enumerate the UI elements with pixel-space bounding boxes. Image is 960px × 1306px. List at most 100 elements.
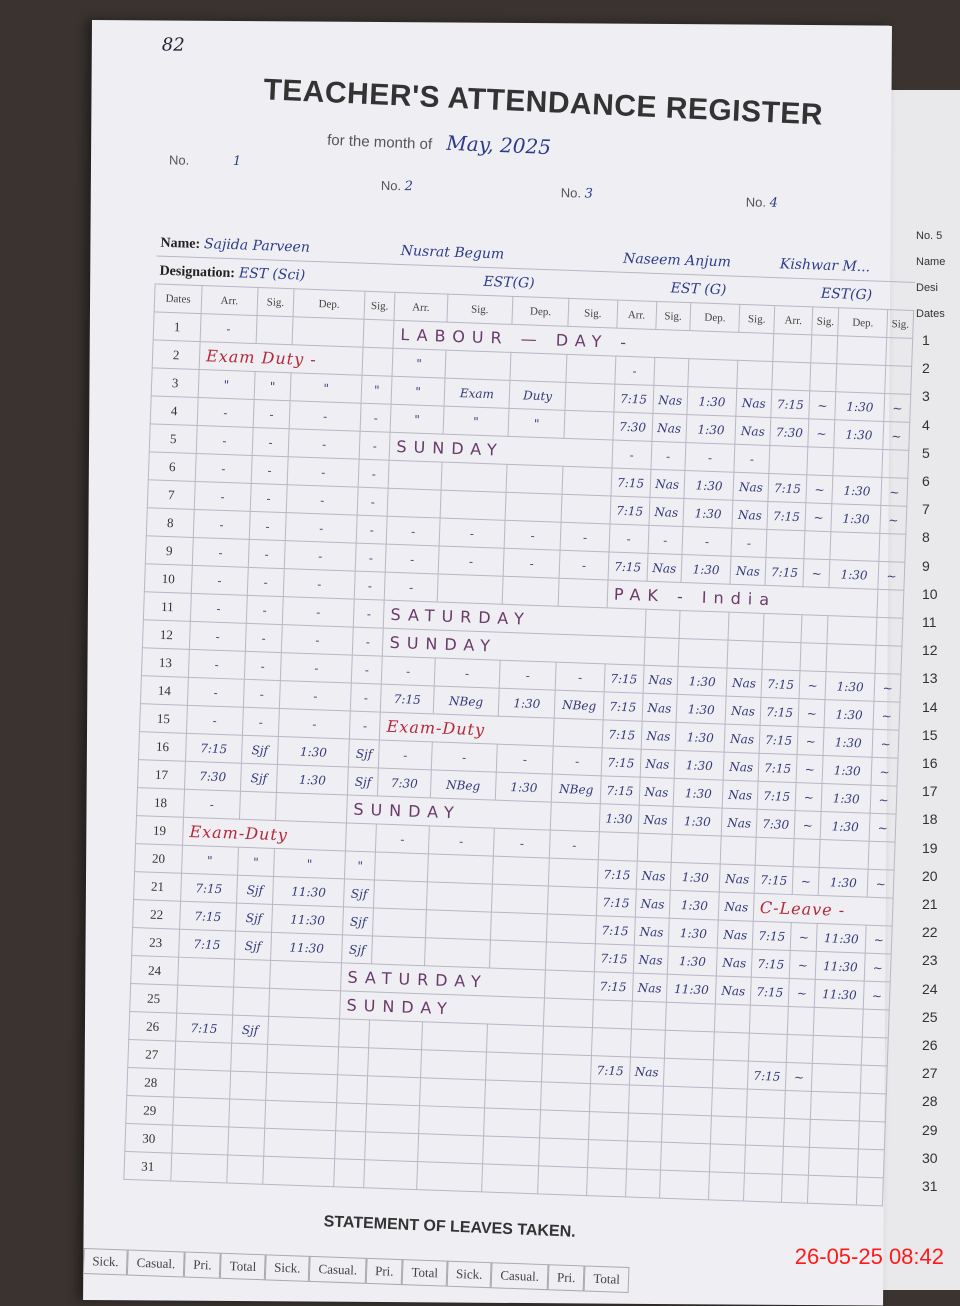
entry-cell: - bbox=[384, 572, 438, 602]
entry-cell: 1:30 bbox=[276, 764, 349, 795]
entry-cell bbox=[333, 1158, 366, 1188]
page-number: 82 bbox=[161, 34, 185, 56]
entry-cell bbox=[230, 1043, 268, 1073]
entry-cell: ~ bbox=[883, 421, 910, 451]
entry-cell: - bbox=[731, 528, 767, 558]
entry-cell bbox=[835, 363, 887, 394]
date-cell: 3 bbox=[151, 367, 200, 398]
date-cell: 26 bbox=[128, 1011, 177, 1042]
column-header: Sig. bbox=[568, 298, 618, 329]
entry-cell bbox=[542, 1025, 593, 1056]
entry-cell bbox=[809, 1119, 860, 1150]
entry-cell bbox=[598, 831, 638, 862]
entry-cell: Nas bbox=[648, 497, 684, 527]
date-cell: 20 bbox=[134, 843, 183, 874]
column-header: Dep. bbox=[293, 288, 365, 320]
next-page-date: 10 bbox=[922, 585, 938, 602]
entry-cell bbox=[643, 637, 680, 667]
entry-cell: - bbox=[375, 824, 429, 854]
entry-cell: " bbox=[391, 376, 445, 407]
entry-cell: 11:30 bbox=[270, 932, 343, 963]
entry-cell bbox=[338, 1018, 370, 1048]
entry-cell bbox=[544, 969, 595, 1000]
entry-cell: 7:15 bbox=[600, 775, 640, 806]
column-header: Sig. bbox=[256, 287, 295, 317]
next-page-date: 24 bbox=[922, 980, 938, 997]
entry-cell: Nas bbox=[634, 889, 671, 919]
entry-cell: - bbox=[437, 545, 505, 577]
teacher-designation-4: EST(G) bbox=[820, 285, 873, 304]
date-cell: 6 bbox=[148, 451, 197, 482]
next-page-date: 3 bbox=[922, 388, 930, 405]
column-header: Sig. bbox=[446, 294, 514, 325]
entry-cell: Nas bbox=[639, 749, 676, 779]
entry-cell bbox=[625, 1168, 661, 1199]
entry-cell bbox=[678, 638, 729, 669]
next-page-date: 23 bbox=[922, 952, 938, 969]
entry-cell: - bbox=[280, 652, 353, 684]
entry-cell: - bbox=[359, 431, 391, 461]
entry-cell bbox=[502, 576, 560, 607]
entry-cell: 7:15 bbox=[758, 725, 799, 755]
entry-cell bbox=[505, 492, 563, 523]
entry-cell bbox=[807, 446, 834, 476]
entry-cell bbox=[793, 838, 821, 868]
leave-column-header: Total bbox=[583, 1265, 630, 1294]
entry-cell bbox=[486, 1023, 544, 1054]
entry-cell bbox=[714, 1003, 751, 1034]
entry-cell: 1:30 bbox=[667, 946, 718, 976]
date-cell: 28 bbox=[126, 1067, 175, 1098]
entry-cell bbox=[232, 987, 270, 1017]
entry-cell bbox=[177, 957, 235, 988]
entry-cell: - bbox=[278, 708, 351, 739]
entry-cell bbox=[807, 1175, 858, 1205]
entry-cell bbox=[671, 834, 722, 865]
entry-cell: 1:30 bbox=[833, 419, 885, 450]
month-value: May, 2025 bbox=[445, 130, 552, 160]
entry-cell bbox=[335, 1102, 368, 1132]
entry-cell: " bbox=[344, 850, 376, 880]
entry-cell bbox=[813, 1007, 864, 1038]
entry-cell: Nas bbox=[633, 917, 670, 947]
entry-cell: " bbox=[290, 372, 363, 404]
next-page-date: 2 bbox=[922, 360, 930, 377]
entry-cell bbox=[727, 640, 763, 670]
entry-cell: - bbox=[360, 403, 392, 433]
entry-cell bbox=[783, 1118, 811, 1148]
entry-cell bbox=[173, 1069, 231, 1100]
entry-cell bbox=[482, 1135, 540, 1166]
entry-cell: ~ bbox=[870, 785, 898, 815]
entry-cell bbox=[366, 1103, 420, 1134]
entry-cell: - bbox=[559, 550, 609, 580]
entry-cell: 1:30 bbox=[682, 498, 734, 529]
entry-cell bbox=[425, 909, 492, 941]
entry-cell: 7:15 bbox=[596, 887, 636, 918]
entry-cell: ~ bbox=[881, 477, 908, 507]
entry-cell bbox=[417, 1133, 484, 1164]
entry-cell bbox=[336, 1074, 368, 1104]
entry-cell: ~ bbox=[878, 561, 905, 591]
leave-column-header: Sick. bbox=[82, 1247, 129, 1276]
entry-cell: - bbox=[499, 660, 557, 691]
entry-cell: 7:15 bbox=[757, 753, 798, 783]
column-header: Sig. bbox=[655, 301, 691, 331]
entry-cell: Nas bbox=[736, 388, 772, 418]
entry-cell bbox=[174, 1041, 232, 1072]
entry-cell: - bbox=[351, 655, 383, 685]
next-page-date: 22 bbox=[922, 924, 938, 941]
entry-cell bbox=[267, 1016, 340, 1047]
entry-cell bbox=[171, 1125, 229, 1155]
statement-title: STATEMENT OF LEAVES TAKEN. bbox=[323, 1213, 577, 1241]
entry-cell: - bbox=[197, 397, 254, 428]
entry-cell: - bbox=[681, 526, 733, 557]
entry-cell: NBeg bbox=[551, 774, 602, 804]
entry-cell: " bbox=[198, 369, 255, 400]
next-page-date: 30 bbox=[922, 1149, 938, 1166]
entry-cell bbox=[885, 365, 912, 395]
entry-cell bbox=[561, 494, 611, 524]
entry-cell bbox=[882, 449, 909, 479]
entry-cell: - bbox=[286, 484, 359, 516]
entry-cell bbox=[233, 959, 271, 989]
entry-cell bbox=[345, 822, 377, 852]
entry-cell: NBeg bbox=[432, 685, 500, 717]
